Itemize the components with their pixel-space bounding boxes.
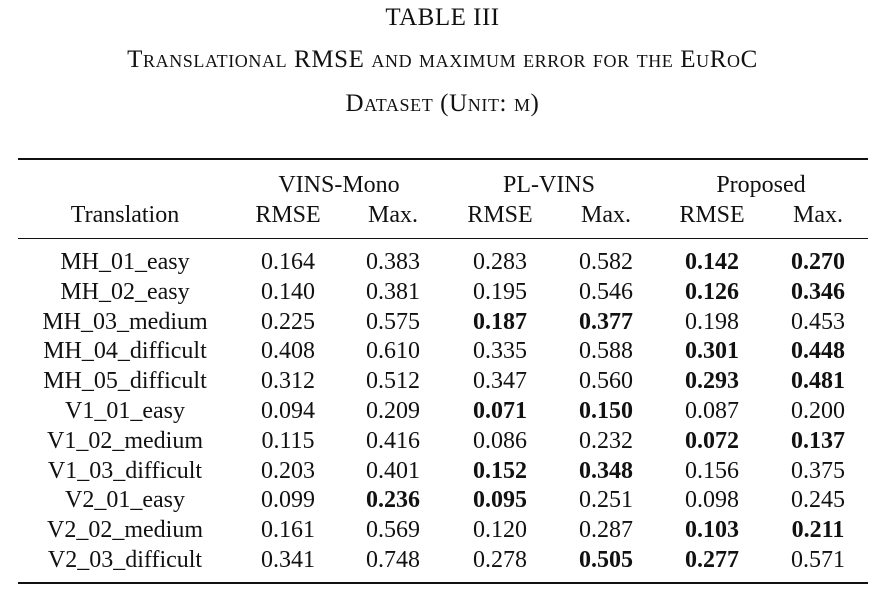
table-cell: 0.505 (579, 547, 633, 573)
row-name: V1_03_difficult (47, 458, 203, 484)
table-cell: 0.335 (473, 338, 527, 364)
table-cell: 0.375 (791, 458, 845, 484)
table-cell: 0.346 (791, 279, 845, 305)
table-cell: 0.225 (261, 309, 315, 335)
subheader-pl-vins-rmse: RMSE (467, 202, 533, 228)
table-cell: 0.582 (579, 249, 633, 275)
table-cell: 0.103 (685, 517, 739, 543)
row-name: V2_02_medium (47, 517, 203, 543)
row-name: V2_03_difficult (47, 547, 203, 573)
row-name: MH_03_medium (42, 309, 208, 335)
row-name: MH_05_difficult (43, 368, 207, 394)
header-rule (18, 238, 868, 239)
row-name: MH_04_difficult (43, 338, 207, 364)
table-cell: 0.211 (791, 517, 845, 543)
table-cell: 0.348 (579, 458, 633, 484)
table-cell: 0.140 (261, 279, 315, 305)
table-cell: 0.126 (685, 279, 739, 305)
top-rule (18, 158, 868, 160)
table-cell: 0.287 (579, 517, 633, 543)
subheader-proposed-rmse: RMSE (679, 202, 745, 228)
table-cell: 0.347 (473, 368, 527, 394)
table-cell: 0.312 (261, 368, 315, 394)
table-cell: 0.293 (685, 368, 739, 394)
table-cell: 0.200 (791, 398, 845, 424)
table-cell: 0.072 (685, 428, 739, 454)
table-cell: 0.137 (791, 428, 845, 454)
table-cell: 0.098 (685, 487, 739, 513)
table-cell: 0.203 (261, 458, 315, 484)
table-cell: 0.546 (579, 279, 633, 305)
table-cell: 0.512 (366, 368, 420, 394)
table-cell: 0.569 (366, 517, 420, 543)
table-cell: 0.232 (579, 428, 633, 454)
table-cell: 0.094 (261, 398, 315, 424)
row-name: V2_01_easy (65, 487, 185, 513)
table-cell: 0.301 (685, 338, 739, 364)
table-title-line-1: Translational RMSE and maximum error for… (127, 46, 758, 73)
table-cell: 0.152 (473, 458, 527, 484)
table-cell: 0.115 (261, 428, 315, 454)
table-cell: 0.142 (685, 249, 739, 275)
table-cell: 0.245 (791, 487, 845, 513)
table-cell: 0.401 (366, 458, 420, 484)
row-label-header: Translation (70, 202, 180, 228)
table-cell: 0.095 (473, 487, 527, 513)
table-cell: 0.560 (579, 368, 633, 394)
table-cell: 0.198 (685, 309, 739, 335)
table-cell: 0.099 (261, 487, 315, 513)
table-cell: 0.575 (366, 309, 420, 335)
row-name: V1_02_medium (47, 428, 203, 454)
table-cell: 0.164 (261, 249, 315, 275)
table-cell: 0.341 (261, 547, 315, 573)
subheader-proposed-max: Max. (793, 202, 843, 228)
table-cell: 0.251 (579, 487, 633, 513)
table-cell: 0.277 (685, 547, 739, 573)
table-cell: 0.156 (685, 458, 739, 484)
group-header-pl-vins: PL-VINS (502, 172, 595, 198)
table-cell: 0.571 (791, 547, 845, 573)
table-cell: 0.610 (366, 338, 420, 364)
row-name: MH_02_easy (60, 279, 190, 305)
table-cell: 0.278 (473, 547, 527, 573)
subheader-vins-mono-max: Max. (368, 202, 418, 228)
table-cell: 0.086 (473, 428, 527, 454)
table-cell: 0.383 (366, 249, 420, 275)
table-cell: 0.408 (261, 338, 315, 364)
table-cell: 0.071 (473, 398, 527, 424)
table-cell: 0.588 (579, 338, 633, 364)
table-cell: 0.270 (791, 249, 845, 275)
table-cell: 0.236 (366, 487, 420, 513)
table-cell: 0.416 (366, 428, 420, 454)
row-name: MH_01_easy (60, 249, 190, 275)
table-cell: 0.209 (366, 398, 420, 424)
table-cell: 0.377 (579, 309, 633, 335)
group-header-vins-mono: VINS-Mono (278, 172, 400, 198)
table-title-line-2: Dataset (Unit: m) (345, 90, 540, 117)
table-cell: 0.150 (579, 398, 633, 424)
group-header-proposed: Proposed (716, 172, 806, 198)
table-cell: 0.481 (791, 368, 845, 394)
table-cell: 0.187 (473, 309, 527, 335)
bottom-rule (18, 582, 868, 584)
table-cell: 0.381 (366, 279, 420, 305)
table-cell: 0.161 (261, 517, 315, 543)
table-cell: 0.453 (791, 309, 845, 335)
table-cell: 0.748 (366, 547, 420, 573)
table-cell: 0.195 (473, 279, 527, 305)
table-label: TABLE III (385, 4, 500, 31)
table-cell: 0.283 (473, 249, 527, 275)
row-name: V1_01_easy (65, 398, 185, 424)
table-cell: 0.087 (685, 398, 739, 424)
table-cell: 0.448 (791, 338, 845, 364)
subheader-vins-mono-rmse: RMSE (255, 202, 321, 228)
subheader-pl-vins-max: Max. (581, 202, 631, 228)
table-cell: 0.120 (473, 517, 527, 543)
